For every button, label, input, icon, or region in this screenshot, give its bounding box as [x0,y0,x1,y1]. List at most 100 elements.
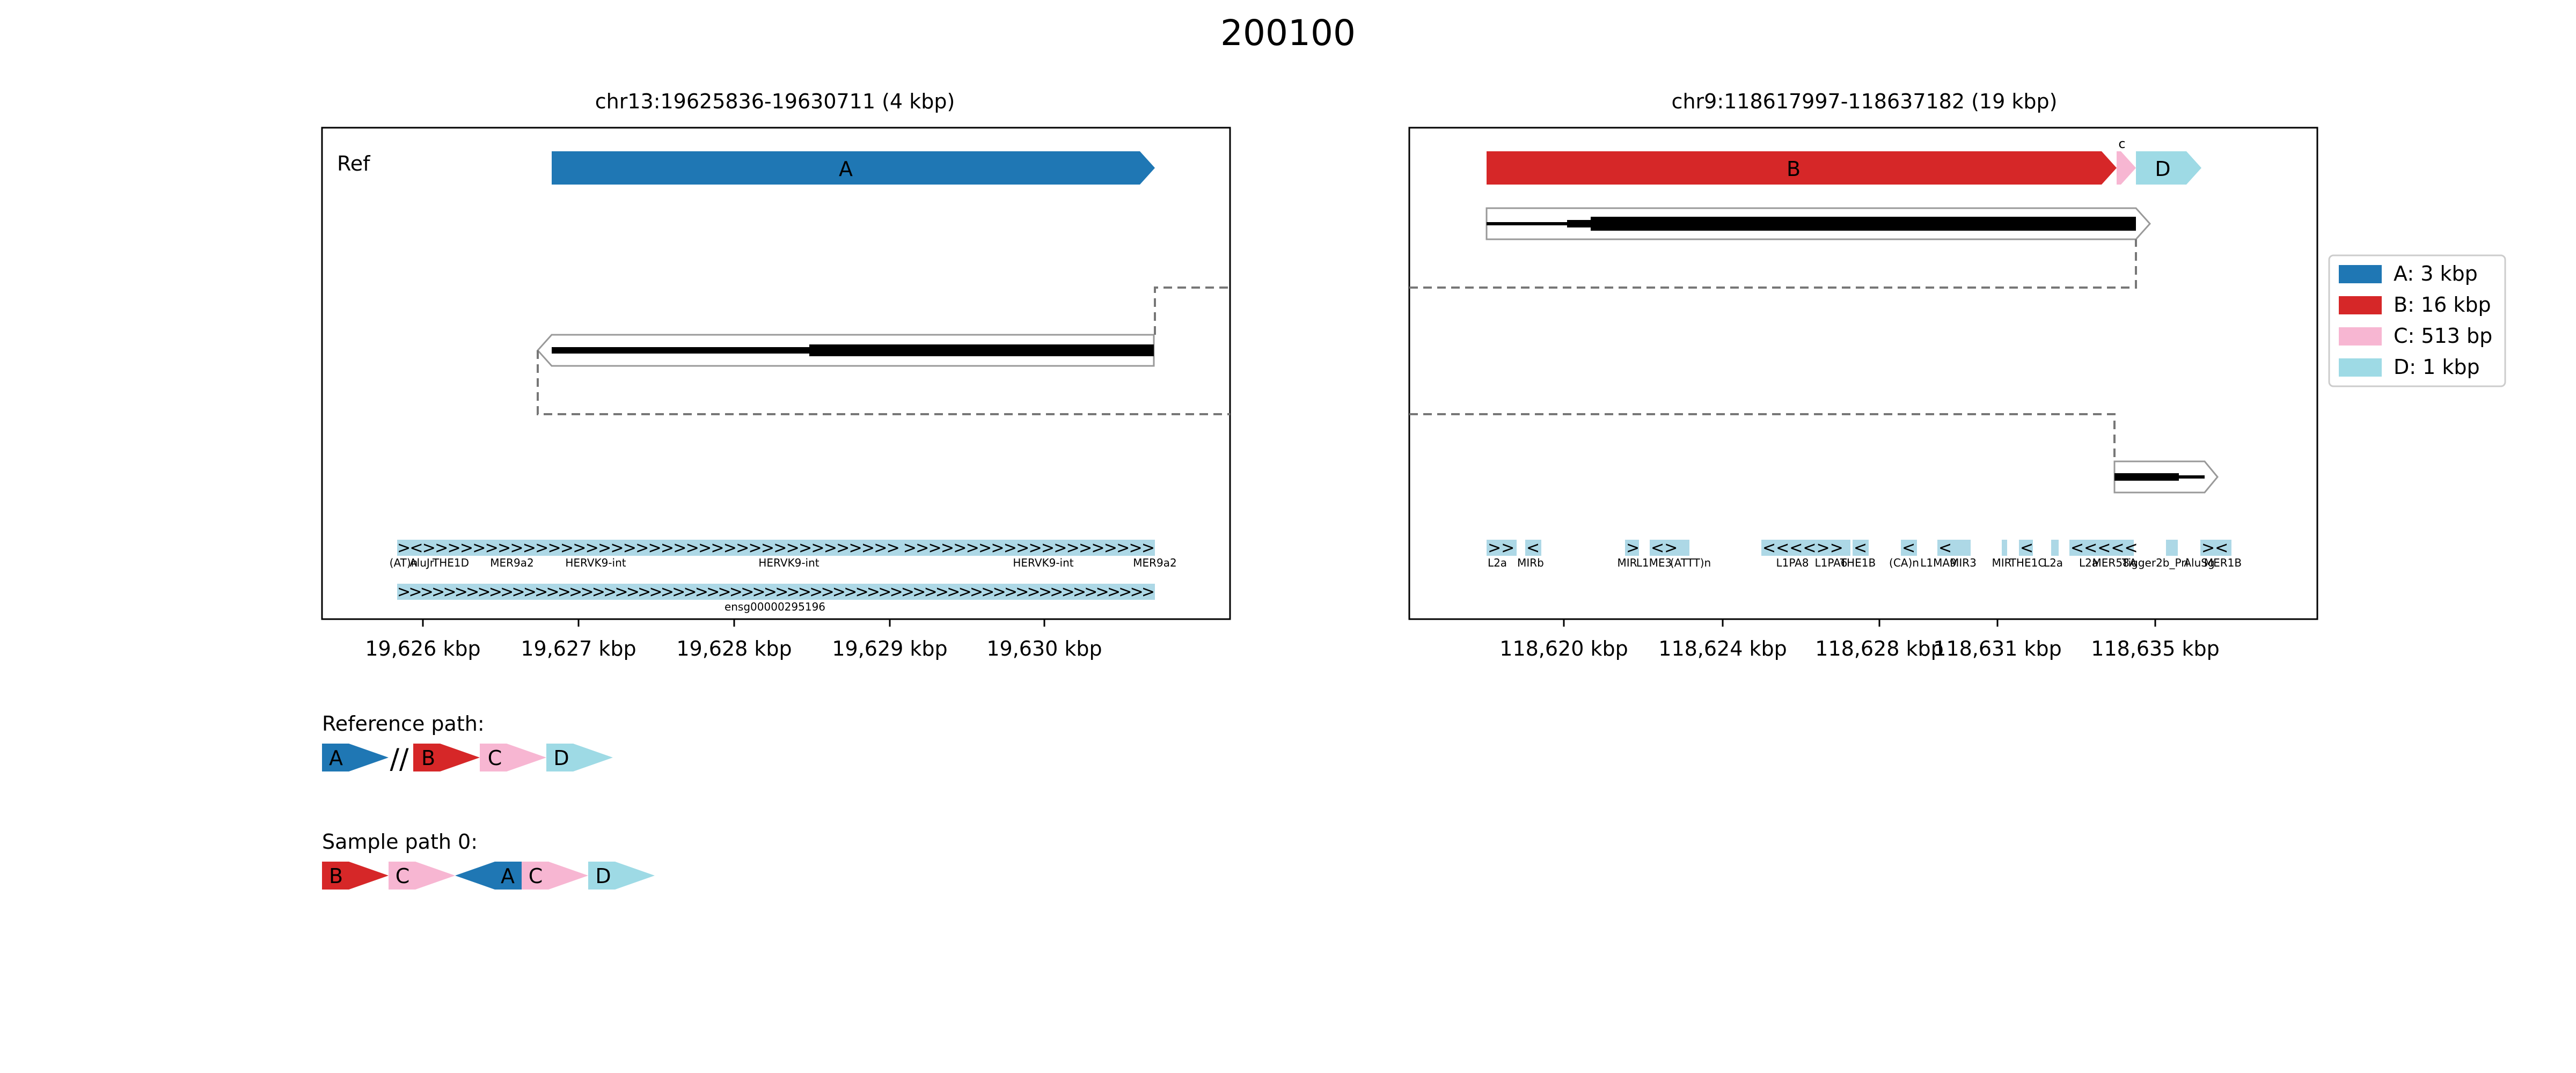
reference-path-label: Reference path: [322,712,485,736]
legend-label: A: 3 kbp [2394,262,2478,285]
gene-thick-left [809,344,1154,356]
gene-feature-track-left [397,584,1155,600]
ref-path-block-a [322,744,389,771]
gene-track-right-bottom [2113,460,2219,494]
block-c-small-label: c [2118,136,2125,151]
repeat-label: THE1D [432,556,469,569]
ref-path-block-d [546,744,613,771]
connector-lines [537,239,2137,461]
repeat-label: HERVK9-int [1013,556,1073,569]
repeat-label: L1PA8 [1776,556,1809,569]
repeat-label: HERVK9-int [758,556,819,569]
repeat-arrows-left: ><>>>>>>>>>>>>>>>>>>>>>>>>>>>>>>>>>>>>>>… [397,539,1155,557]
legend: A: 3 kbp B: 16 kbp C: 513 bp D: 1 kbp [2328,254,2506,387]
gene-line-right-top [1487,222,1567,225]
repeat-label: L2a [2079,556,2098,569]
right-panel-frame [1408,127,2318,620]
left-panel-frame [321,127,1231,620]
repeat-label: MIR [1992,556,2011,569]
repeat-label: MER58A [2092,556,2137,569]
repeat-label: MIR3 [1950,556,1977,569]
repeat-track-right [1487,540,2231,556]
gene-box-right-top [1485,207,2151,240]
sample-path-block-a-reversed [455,862,522,890]
gene-thick-right-top [1591,217,2136,231]
legend-frame [2328,254,2506,387]
svg-text:<: < [1938,539,1952,557]
legend-swatch-c [2339,327,2382,346]
block-a-label: A [839,157,853,181]
svg-text:<<<<>>: <<<<>> [1762,539,1843,557]
repeat-arrows-right: >> < > <> <<<<>> < < < < <<<<< >< [1488,539,2228,557]
x-tick-label: 118,628 kbp [1815,637,1943,660]
block-c-small [2117,151,2136,185]
repeat-label: MIRb [1517,556,1544,569]
legend-swatch-d [2339,358,2382,377]
right-panel: B c D [1408,127,2318,660]
x-tick-label: 118,635 kbp [2091,637,2219,660]
x-tick-label: 19,629 kbp [832,637,947,660]
x-tick-label: 19,626 kbp [365,637,480,660]
ref-path-block-label: C [488,746,502,770]
x-tick-label: 118,624 kbp [1658,637,1787,660]
gene-thick-right-bottom [2114,473,2179,481]
connector-upper [1154,239,2137,335]
legend-swatch-a [2339,265,2382,283]
x-axis-right [1563,619,2156,627]
sample-path-block-label: A [501,864,515,888]
gene-line-right-bottom [2179,475,2205,479]
sample-path-block-label: C [396,864,410,888]
ref-path-block-c [480,744,546,771]
sample-path-block-label: D [595,864,611,888]
repeat-label: L2a [1488,556,1507,569]
repeat-label: AluJr [409,556,435,569]
sample-path: Sample path 0: B C A C D [322,830,655,890]
svg-text:<: < [2020,539,2033,557]
gene-track-left [536,334,1155,367]
repeat-label: MIR [1617,556,1637,569]
repeat-label: THE1B [1840,556,1876,569]
repeat-label: L1ME3 [1636,556,1672,569]
svg-text:<<<<<: <<<<< [2070,539,2138,557]
svg-text:>>: >> [1488,539,1514,557]
repeat-label: L2a [2044,556,2063,569]
x-tick-label: 118,620 kbp [1499,637,1628,660]
sample-path-block-c [389,862,455,890]
repeat-label: MER9a2 [490,556,534,569]
svg-text:<: < [1526,539,1540,557]
reference-path: Reference path: A // B C D [322,712,613,775]
sample-path-block-d [588,862,655,890]
gene-feature-label-left: ensg00000295196 [724,600,825,613]
x-tick-label: 19,628 kbp [676,637,792,660]
legend-swatch-b [2339,296,2382,314]
ref-path-block-label: B [421,746,435,770]
repeat-track-left [397,540,1155,556]
ref-path-block-label: D [553,746,569,770]
x-tick-label: 19,630 kbp [986,637,1102,660]
block-b [1487,151,2117,185]
x-tick-label: 118,631 kbp [1933,637,2061,660]
sample-path-block-c [522,862,588,890]
block-a [552,151,1155,185]
legend-label: D: 1 kbp [2394,355,2480,379]
gene-feature-arrows-left: >>>>>>>>>>>>>>>>>>>>>>>>>>>>>>>>>>>>>>>>… [397,583,1155,601]
svg-text:<>: <> [1651,539,1678,557]
x-axis-left [422,619,1045,627]
sample-path-block-label: C [529,864,543,888]
svg-text:>: > [1626,539,1640,557]
gene-mid-right-top [1567,220,1591,227]
repeat-label: (AT)n [390,556,418,569]
repeat-label: AluSg [2184,556,2214,569]
panel-title-left: chr13:19625836-19630711 (4 kbp) [595,90,955,113]
gene-box-right-bottom [2113,460,2219,494]
connector-lower [537,350,2116,461]
repeat-label: Tigger2b_Pri [2121,556,2189,569]
block-d-label: D [2155,157,2170,181]
panel-title-right: chr9:118617997-118637182 (19 kbp) [1672,90,2058,113]
ref-path-block-b [413,744,480,771]
ref-path-separator: // [390,743,409,775]
gene-thin-left [552,347,809,354]
gene-track-right-top [1485,207,2151,240]
repeat-label: (CA)n [1889,556,1919,569]
